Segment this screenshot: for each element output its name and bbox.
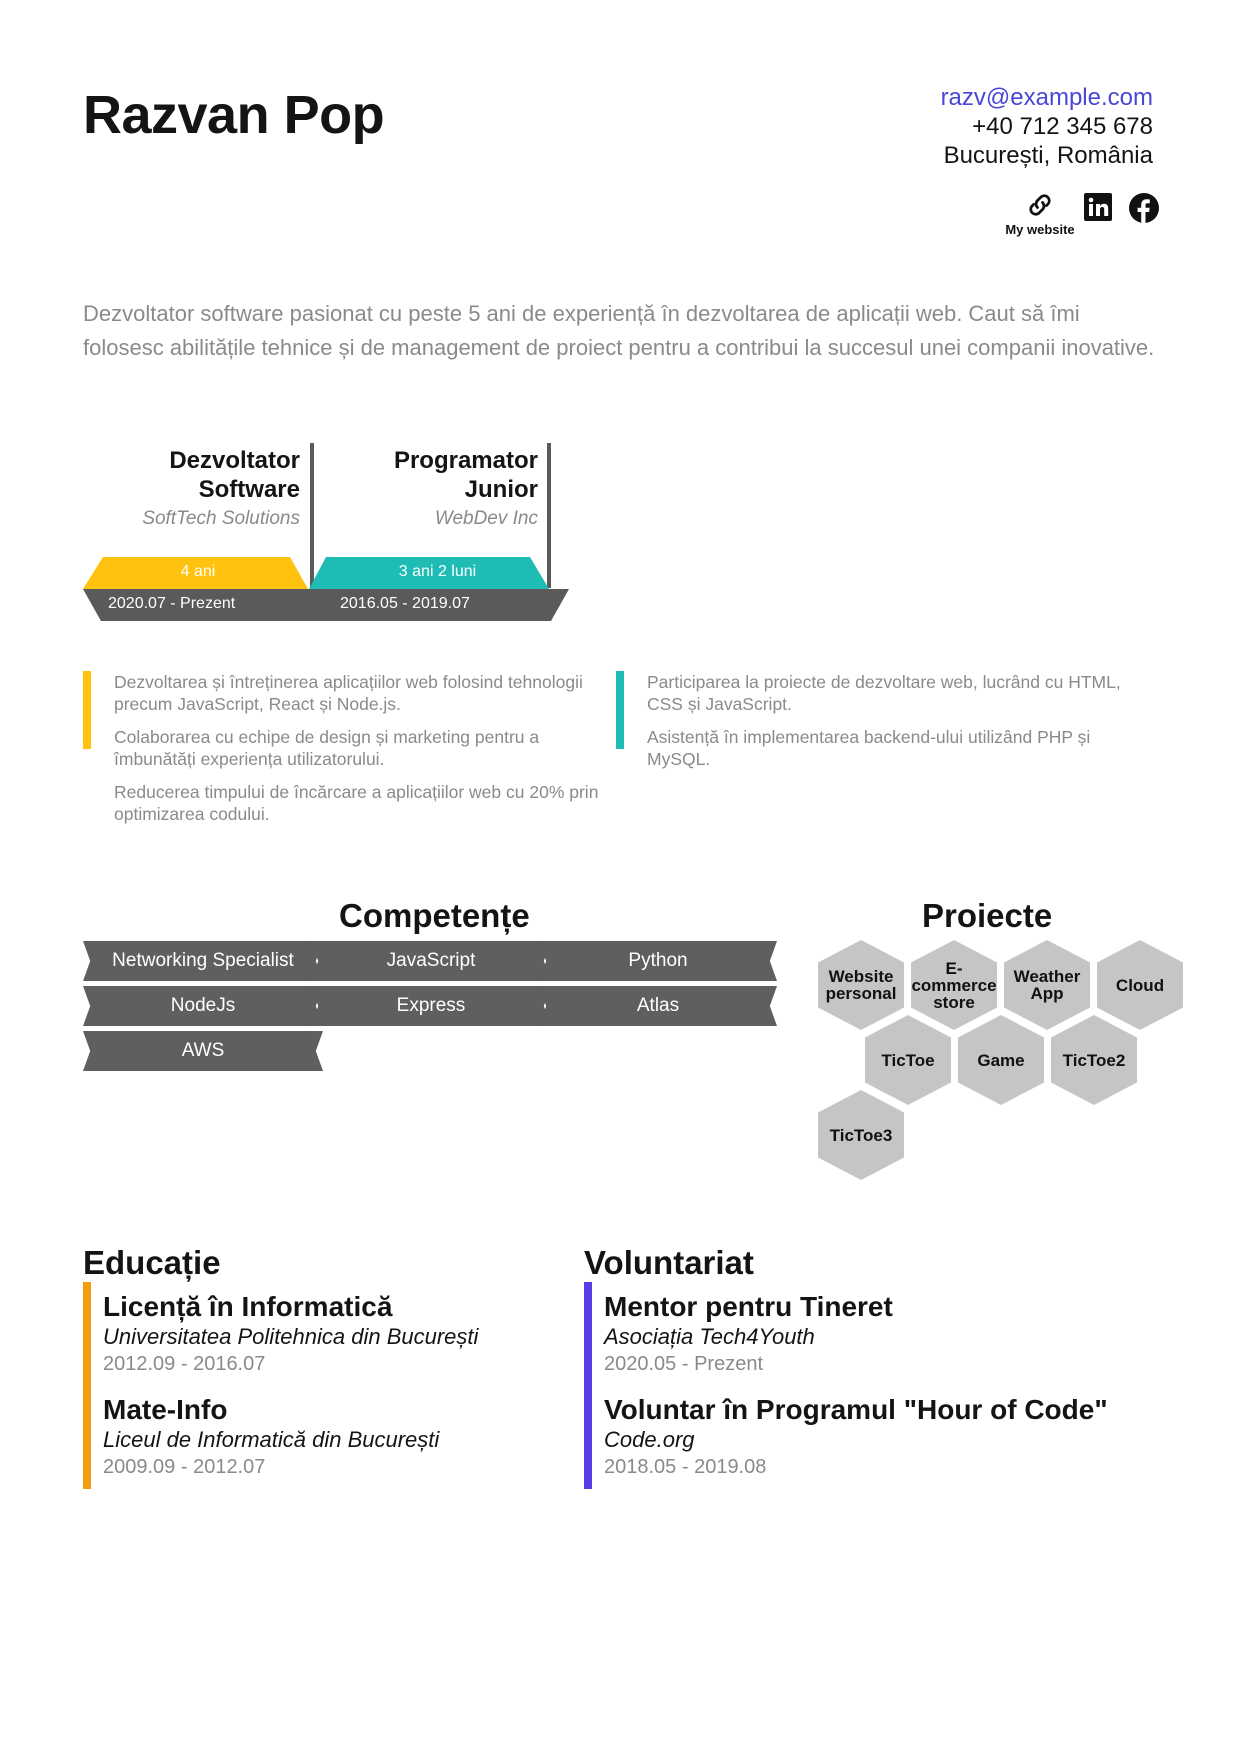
website-link[interactable]: My website: [1000, 190, 1080, 237]
skills-title: Competențe: [339, 897, 530, 934]
timeline-divider: [547, 443, 551, 588]
projects-title: Proiecte: [922, 897, 1053, 934]
facebook-icon[interactable]: [1129, 193, 1159, 223]
project-hex: Website personal: [818, 940, 904, 1030]
job-title: Dezvoltator Software: [169, 447, 300, 503]
job-title: Programator Junior: [393, 447, 538, 503]
job-accent-bar: [83, 671, 91, 749]
entry-org: Universitatea Politehnica din București: [103, 1324, 479, 1349]
entry-date: 2009.09 - 2012.07: [103, 1456, 266, 1478]
phone-number: +40 712 345 678: [972, 113, 1153, 140]
bullet-item: Participarea la proiecte de dezvoltare w…: [647, 672, 1121, 714]
bullet-item: Dezvoltarea și întreținerea aplicațiilor…: [114, 672, 583, 714]
job-period: 2020.07 - Prezent: [108, 595, 236, 612]
project-hex: Game: [958, 1015, 1044, 1105]
job-bullets: Dezvoltarea și întreținerea aplicațiilor…: [114, 671, 604, 836]
entry-date: 2020.05 - Prezent: [604, 1353, 763, 1375]
job-duration: 4 ani: [180, 563, 216, 580]
volunteering-title: Voluntariat: [584, 1244, 754, 1281]
entry-title: Mate-Info: [103, 1394, 228, 1425]
timeline-divider: [310, 443, 314, 588]
website-label: My website: [1005, 222, 1075, 237]
job-header: Programator Junior WebDev Inc: [360, 446, 538, 530]
entry-date: 2012.09 - 2016.07: [103, 1353, 266, 1375]
volunteering-entry: Mentor pentru Tineret Asociația Tech4You…: [604, 1291, 1164, 1377]
entry-date: 2018.05 - 2019.08: [604, 1456, 767, 1478]
skill-tag: Atlas: [539, 986, 777, 1026]
project-hex: TicToe2: [1051, 1015, 1137, 1105]
entry-org: Liceul de Informatică din București: [103, 1427, 440, 1452]
skill-tag: NodeJs: [83, 986, 323, 1026]
skill-tag: Networking Specialist: [83, 941, 323, 981]
entry-title: Licență în Informatică: [103, 1291, 393, 1322]
education-title: Educație: [83, 1244, 221, 1281]
education-accent-bar: [83, 1282, 91, 1489]
location: București, România: [943, 142, 1153, 169]
duration-bar-1: [83, 557, 308, 589]
timeline-bars: [83, 557, 569, 621]
volunteering-accent-bar: [584, 1282, 592, 1489]
job-company: SoftTech Solutions: [142, 508, 300, 529]
project-hex: Weather App: [1004, 940, 1090, 1030]
link-icon: [1029, 194, 1051, 216]
period-bar: [83, 589, 569, 621]
email-link[interactable]: razv@example.com: [940, 84, 1153, 111]
education-entry: Mate-Info Liceul de Informatică din Bucu…: [103, 1394, 583, 1480]
volunteering-entry: Voluntar în Programul "Hour of Code" Cod…: [604, 1394, 1164, 1480]
education-entry: Licență în Informatică Universitatea Pol…: [103, 1291, 583, 1377]
skill-tag: Express: [311, 986, 551, 1026]
job-duration: 3 ani 2 luni: [398, 563, 477, 580]
skill-tag: AWS: [83, 1031, 323, 1071]
project-hex: TicToe3: [818, 1090, 904, 1180]
entry-org: Code.org: [604, 1427, 695, 1452]
job-accent-bar: [616, 671, 624, 749]
bullet-item: Asistență în implementarea backend-ului …: [647, 727, 1091, 769]
entry-title: Voluntar în Programul "Hour of Code": [604, 1394, 1108, 1425]
skill-tag: Python: [539, 941, 777, 981]
job-company: WebDev Inc: [434, 508, 538, 529]
skill-tag: JavaScript: [311, 941, 551, 981]
project-hex: Cloud: [1097, 940, 1183, 1030]
entry-org: Asociația Tech4Youth: [604, 1324, 815, 1349]
candidate-name: Razvan Pop: [83, 85, 385, 145]
job-period: 2016.05 - 2019.07: [340, 595, 470, 612]
bullet-item: Colaborarea cu echipe de design și marke…: [114, 727, 540, 769]
bullet-item: Reducerea timpului de încărcare a aplica…: [114, 782, 599, 824]
entry-title: Mentor pentru Tineret: [604, 1291, 893, 1322]
linkedin-icon[interactable]: [1084, 193, 1114, 223]
project-hex: E-commerce store: [911, 940, 997, 1030]
job-header: Dezvoltator Software SoftTech Solutions: [120, 446, 300, 530]
profile-summary: Dezvoltator software pasionat cu peste 5…: [83, 301, 1155, 360]
job-bullets: Participarea la proiecte de dezvoltare w…: [647, 671, 1157, 781]
project-hex: TicToe: [865, 1015, 951, 1105]
duration-bar-2: [309, 557, 549, 589]
